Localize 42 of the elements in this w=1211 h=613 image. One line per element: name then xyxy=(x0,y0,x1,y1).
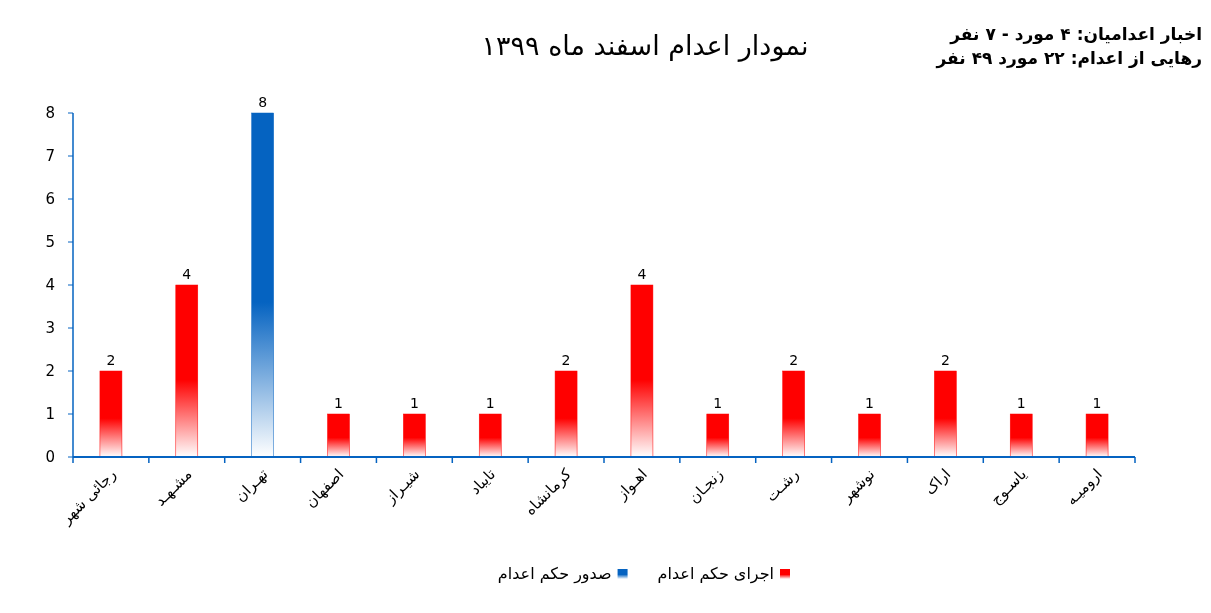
x-tick: مشـهـد xyxy=(151,465,196,510)
y-tick: 7 xyxy=(45,147,55,165)
x-tick: اصفهان xyxy=(301,465,348,512)
y-tick: 1 xyxy=(45,405,55,423)
data-label: 1 xyxy=(485,395,495,411)
data-label: 1 xyxy=(1016,395,1026,411)
legend-label: صدور حکم اعدام xyxy=(497,564,612,583)
data-label: 4 xyxy=(637,266,647,282)
x-tick: رشـت xyxy=(762,465,803,506)
data-label: 1 xyxy=(713,395,723,411)
data-label: 2 xyxy=(106,352,116,368)
annotation: اخبار اعدامیان: ۴ مورد - ۷ نفر xyxy=(950,24,1202,44)
x-tick: تایباد xyxy=(466,465,500,499)
x-tick: ارومیـه xyxy=(1062,465,1106,509)
x-tick: اراک xyxy=(920,465,955,499)
data-label: 1 xyxy=(409,395,419,411)
x-tick: کرمانشاه xyxy=(521,465,575,519)
y-tick: 5 xyxy=(45,233,55,251)
y-tick: 0 xyxy=(45,448,55,466)
x-tick: نوشهر xyxy=(837,465,879,506)
data-label: 2 xyxy=(789,352,799,368)
x-tick: تهـران xyxy=(231,465,272,506)
data-label: 1 xyxy=(334,395,343,411)
title: نمودار اعدام اسفند ماه ۱۳۹۹ xyxy=(481,30,809,61)
data-label: 8 xyxy=(258,94,268,110)
data-label: 1 xyxy=(865,395,874,411)
data-label: 4 xyxy=(182,266,192,282)
data-label: 1 xyxy=(1092,395,1102,411)
y-tick: 3 xyxy=(45,319,55,337)
legend-label: اجرای حکم اعدام xyxy=(657,564,774,583)
x-tick: یاسـوج xyxy=(986,465,1031,509)
y-tick: 8 xyxy=(45,104,55,122)
y-tick: 4 xyxy=(45,276,55,294)
x-tick: رجائی شهر xyxy=(57,465,120,528)
annotation: رهایی از اعدام: ۲۲ مورد ۴۹ نفر xyxy=(936,48,1202,68)
y-tick: 6 xyxy=(45,190,55,208)
x-tick: اهـواز xyxy=(612,465,651,504)
y-tick: 2 xyxy=(45,362,55,380)
data-label: 2 xyxy=(940,352,950,368)
x-tick: شیـراز xyxy=(381,465,424,507)
data-label: 2 xyxy=(561,352,571,368)
x-tick: زنجـان xyxy=(684,465,727,507)
